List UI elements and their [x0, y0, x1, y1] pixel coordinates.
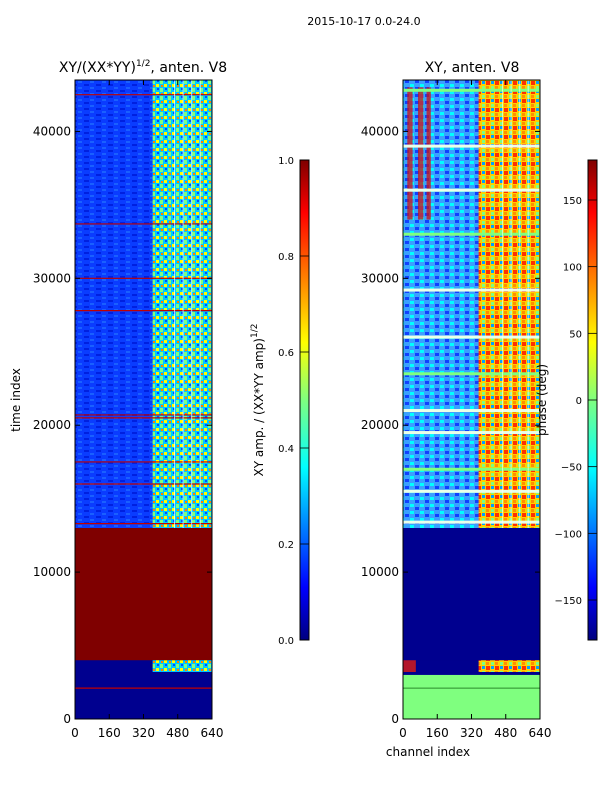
- phase-flag-line-10: [403, 489, 540, 493]
- phase-blue-block: [403, 528, 540, 661]
- phase-red-streak-1: [417, 87, 424, 220]
- amplitude-x-tick-label-4: 640: [201, 726, 224, 740]
- phase-flag-line-4: [403, 288, 540, 292]
- phase-red-streak-0: [407, 87, 413, 220]
- phase-colorbar-tick-label-1: 100: [563, 263, 582, 274]
- phase-y-tick-label-3: 30000: [361, 271, 399, 285]
- amplitude-x-tick-label-2: 320: [132, 726, 155, 740]
- amplitude-y-ticks: 0 10000 20000 30000 40000: [33, 124, 212, 726]
- phase-colorbar-tick-label-0: 150: [563, 196, 582, 207]
- phase-y-tick-label-2: 20000: [361, 418, 399, 432]
- phase-flag-line-3: [403, 232, 540, 236]
- phase-green-band: [403, 674, 540, 719]
- amplitude-title-exponent: 1/2: [136, 59, 150, 69]
- phase-heatmap: [403, 80, 540, 719]
- amplitude-title-base: XY/(XX*YY): [59, 60, 136, 76]
- phase-red-streak-2: [426, 87, 431, 220]
- amplitude-heatmap: [75, 80, 212, 719]
- amplitude-y-tick-label-2: 20000: [33, 418, 71, 432]
- amplitude-colorbar-tick-label-5: 1.0: [278, 156, 294, 167]
- amplitude-colorbar-tick-label-3: 0.6: [278, 348, 294, 359]
- phase-bottom-strip: [478, 660, 540, 672]
- amplitude-colorbar-gradient: [299, 159, 310, 641]
- phase-panel: XY, anten. V8 0 160 320 480 640 0 10000 20000 3…: [361, 60, 552, 759]
- figure-title: 2015-10-17 0.0-24.0: [307, 15, 420, 28]
- phase-x-tick-label-1: 160: [426, 726, 449, 740]
- phase-y-tick-label-1: 10000: [361, 565, 399, 579]
- phase-x-tick-label-4: 640: [529, 726, 552, 740]
- amplitude-y-tick-label-1: 10000: [33, 565, 71, 579]
- phase-y-ticks: 0 10000 20000 30000 40000: [361, 124, 540, 726]
- amplitude-colorbar-label-base: XY amp. / (XX*YY amp): [252, 338, 266, 476]
- phase-colorbar-tick-label-3: 0: [576, 396, 582, 407]
- amplitude-title-suffix: , anten. V8: [150, 60, 227, 76]
- amplitude-y-tick-label-0: 0: [63, 712, 71, 726]
- phase-x-tick-label-0: 0: [399, 726, 407, 740]
- phase-x-tick-label-2: 320: [460, 726, 483, 740]
- amplitude-panel-title: XY/(XX*YY)1/2, anten. V8: [59, 59, 227, 76]
- phase-x-ticks: 0 160 320 480 640: [399, 80, 551, 740]
- phase-colorbar-tick-label-4: −50: [561, 463, 582, 474]
- phase-x-axis-label: channel index: [386, 745, 470, 759]
- phase-flag-line-11: [403, 520, 540, 524]
- phase-flag-line-0: [403, 88, 540, 92]
- phase-colorbar-ticks: 150 100 50 0 −50 −100 −150: [555, 196, 597, 607]
- amplitude-x-tick-label-1: 160: [98, 726, 121, 740]
- amplitude-x-tick-label-0: 0: [71, 726, 79, 740]
- amplitude-x-tick-label-3: 480: [166, 726, 189, 740]
- phase-colorbar-tick-label-2: 50: [569, 329, 582, 340]
- amplitude-high-channel-region: [152, 80, 212, 529]
- amplitude-colorbar-ticks: 0.0 0.2 0.4 0.6 0.8 1.0: [278, 156, 309, 647]
- phase-flag-line-7: [403, 409, 540, 413]
- amplitude-y-tick-label-4: 40000: [33, 124, 71, 138]
- phase-bottom-red-strip: [403, 660, 416, 672]
- amplitude-y-axis-label: time index: [9, 368, 23, 432]
- amplitude-panel: XY/(XX*YY)1/2, anten. V8 0 160 320 480 640 0…: [9, 59, 227, 740]
- amplitude-colorbar-tick-label-0: 0.0: [278, 636, 294, 647]
- phase-x-tick-label-3: 480: [494, 726, 517, 740]
- amplitude-y-tick-label-3: 30000: [33, 271, 71, 285]
- amplitude-colorbar-label: XY amp. / (XX*YY amp)1/2: [250, 324, 266, 477]
- phase-flag-line-6: [403, 372, 540, 376]
- phase-flag-line-1: [403, 144, 540, 148]
- phase-colorbar-tick-label-5: −100: [555, 529, 582, 540]
- amplitude-colorbar-tick-label-4: 0.8: [278, 252, 294, 263]
- amplitude-colorbar-tick-label-2: 0.4: [278, 444, 294, 455]
- amplitude-colorbar-tick-label-1: 0.2: [278, 540, 294, 551]
- phase-flag-line-2: [403, 188, 540, 192]
- phase-y-tick-label-0: 0: [391, 712, 399, 726]
- phase-flag-line-9: [403, 467, 540, 471]
- phase-flag-line-5: [403, 335, 540, 339]
- phase-colorbar-label: phase (deg): [535, 364, 549, 436]
- amplitude-saturated-block: [75, 528, 212, 661]
- amplitude-x-ticks: 0 160 320 480 640: [71, 80, 223, 740]
- phase-panel-title: XY, anten. V8: [425, 60, 520, 76]
- phase-flag-line-8: [403, 431, 540, 435]
- phase-y-tick-label-4: 40000: [361, 124, 399, 138]
- amplitude-colorbar: 0.0 0.2 0.4 0.6 0.8 1.0 XY amp. / (XX*YY amp)…: [250, 156, 310, 647]
- phase-colorbar: 150 100 50 0 −50 −100 −150 phase (deg): [535, 159, 598, 641]
- phase-high-channel-region: [478, 80, 540, 529]
- amplitude-bottom-strip: [152, 660, 212, 672]
- amplitude-colorbar-label-exponent: 1/2: [250, 324, 260, 338]
- phase-colorbar-tick-label-6: −150: [555, 596, 582, 607]
